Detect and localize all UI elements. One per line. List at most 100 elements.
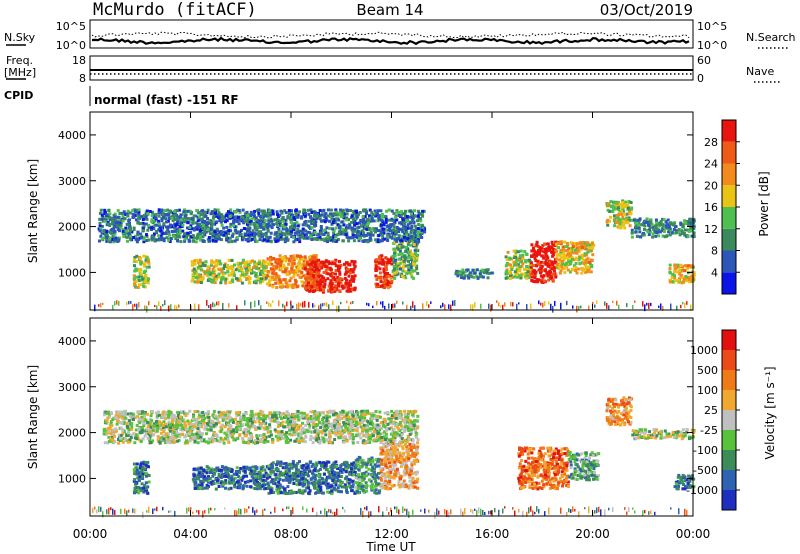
data-cell xyxy=(539,274,543,278)
ground-scatter-cell xyxy=(178,304,180,308)
data-cell xyxy=(233,263,236,267)
data-cell xyxy=(161,231,165,235)
data-cell xyxy=(364,210,368,214)
ground-scatter-cell xyxy=(244,508,246,514)
data-cell xyxy=(209,272,213,276)
data-cell xyxy=(542,250,546,254)
data-cell xyxy=(419,212,423,216)
ground-scatter-cell xyxy=(488,303,490,309)
data-cell xyxy=(246,213,250,217)
data-cell xyxy=(621,223,625,227)
data-cell xyxy=(142,240,146,244)
data-cell xyxy=(194,276,198,280)
data-cell xyxy=(332,231,336,235)
data-cell xyxy=(334,460,338,464)
data-cell xyxy=(286,214,290,218)
data-cell xyxy=(473,271,477,275)
data-cell xyxy=(315,280,319,284)
data-cell xyxy=(170,225,174,229)
data-cell xyxy=(263,483,267,487)
data-cell xyxy=(632,230,636,234)
data-cell xyxy=(212,215,216,219)
data-cell xyxy=(355,215,359,219)
data-cell xyxy=(252,212,256,216)
data-cell xyxy=(241,261,244,265)
data-cell xyxy=(105,233,109,237)
data-cell xyxy=(351,288,355,292)
data-cell xyxy=(466,268,470,272)
data-cell xyxy=(269,488,273,492)
data-cell xyxy=(133,208,136,212)
data-cell xyxy=(562,256,566,260)
data-cell xyxy=(241,476,245,480)
data-cell xyxy=(688,221,692,225)
data-cell xyxy=(122,210,126,214)
data-cell xyxy=(229,486,233,490)
data-cell xyxy=(271,209,275,213)
ground-scatter-cell xyxy=(324,302,326,306)
data-cell xyxy=(235,220,239,223)
data-cell xyxy=(410,275,414,279)
data-cell xyxy=(413,209,417,213)
data-cell xyxy=(350,259,354,263)
data-cell xyxy=(240,218,244,222)
data-cell xyxy=(344,271,348,275)
data-cell xyxy=(574,265,578,269)
nsky-series xyxy=(91,36,690,46)
data-cell xyxy=(568,270,572,274)
data-cell xyxy=(203,211,207,214)
data-cell xyxy=(139,215,143,219)
data-cell xyxy=(413,269,417,273)
data-cell xyxy=(226,270,230,274)
data-cell xyxy=(643,227,646,231)
data-cell xyxy=(314,260,318,264)
data-cell xyxy=(324,483,328,487)
data-cell xyxy=(533,276,537,280)
data-cell xyxy=(206,269,209,273)
data-cell xyxy=(307,212,311,216)
data-cell xyxy=(326,208,330,212)
data-cell xyxy=(315,491,319,494)
data-cell xyxy=(255,467,259,470)
data-cell xyxy=(276,274,280,278)
data-cell xyxy=(147,238,151,242)
data-cell xyxy=(325,265,329,269)
ground-scatter-cell xyxy=(526,304,528,311)
data-cell xyxy=(274,281,278,285)
data-cell xyxy=(226,471,229,475)
data-cell xyxy=(328,236,332,240)
ground-scatter-cell xyxy=(414,305,416,311)
data-cell xyxy=(661,234,665,238)
data-cell xyxy=(279,256,283,260)
data-cell xyxy=(352,461,356,465)
data-cell xyxy=(657,234,660,238)
data-cell xyxy=(328,282,332,286)
data-cell xyxy=(135,240,139,244)
ground-scatter-cell xyxy=(544,301,546,307)
ground-scatter-cell xyxy=(114,510,116,515)
data-cell xyxy=(105,237,109,241)
data-cell xyxy=(546,264,550,268)
data-cell xyxy=(548,265,552,268)
data-cell xyxy=(310,260,314,264)
data-cell xyxy=(629,201,633,204)
ground-scatter-cell xyxy=(504,302,506,307)
data-cell xyxy=(361,233,365,237)
data-cell xyxy=(304,273,308,277)
data-cell xyxy=(146,281,150,285)
data-cell xyxy=(377,215,381,219)
data-cell xyxy=(135,208,139,212)
data-cell xyxy=(322,233,326,236)
data-cell xyxy=(277,258,281,262)
data-cell xyxy=(368,208,372,212)
data-cell xyxy=(207,475,210,479)
data-cell xyxy=(337,474,340,478)
data-cell xyxy=(306,474,310,478)
data-cell xyxy=(135,472,139,476)
data-cell xyxy=(677,230,681,234)
data-cell xyxy=(142,225,146,229)
data-cell xyxy=(175,227,179,231)
data-cell xyxy=(260,235,264,239)
data-cell xyxy=(386,261,390,265)
data-cell xyxy=(328,212,332,216)
